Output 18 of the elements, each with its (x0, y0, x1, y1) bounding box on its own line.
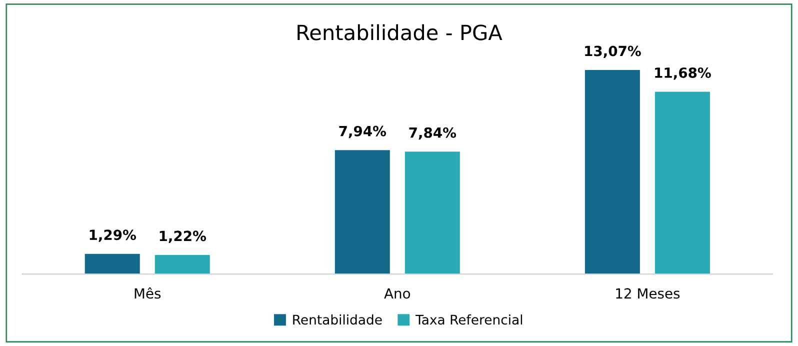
legend-label: Rentabilidade (293, 314, 382, 325)
bar (154, 254, 210, 274)
data-label: 13,07% (585, 46, 641, 58)
chart-title: Rentabilidade - PGA (298, 24, 502, 40)
x-tick-label: 12 Meses (616, 288, 680, 299)
bar (404, 152, 460, 274)
data-label: 7,84% (409, 127, 456, 140)
bar (84, 254, 140, 274)
data-label: 1,22% (160, 230, 206, 243)
legend-label: Taxa Referencial (415, 314, 522, 325)
data-label: 7,94% (339, 126, 386, 138)
bar (654, 92, 710, 274)
data-label: 11,68% (655, 67, 711, 80)
bar (584, 70, 640, 274)
x-tick-label: Mês (134, 287, 161, 299)
data-label: 1,29% (90, 230, 136, 242)
x-tick-label: Ano (384, 288, 410, 299)
bar (334, 150, 390, 274)
